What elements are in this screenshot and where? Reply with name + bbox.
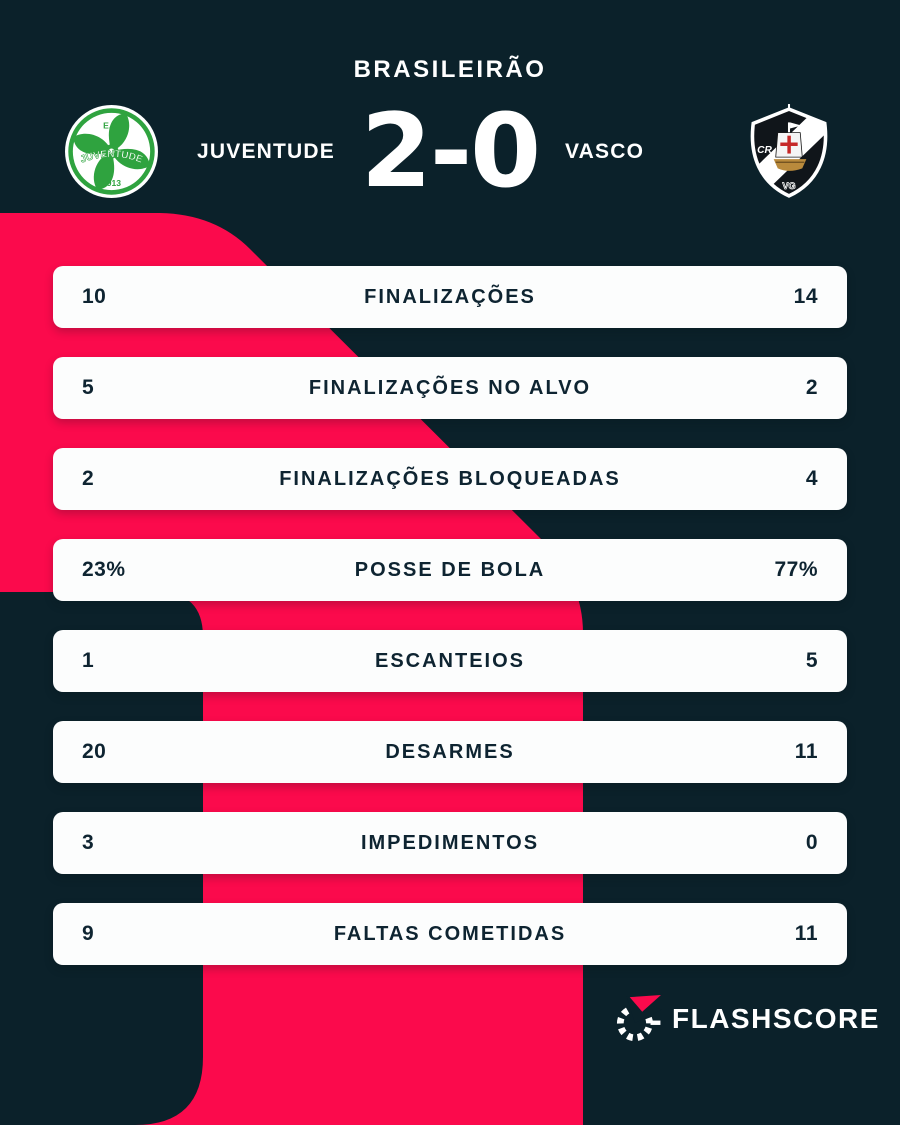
away-team-name: VASCO — [565, 140, 645, 163]
stat-row: 23% POSSE DE BOLA 77% — [53, 539, 847, 601]
vasco-crest: CR VG — [750, 104, 828, 198]
away-stat-value: 2 — [805, 376, 818, 399]
stat-row: 3 IMPEDIMENTOS 0 — [53, 812, 847, 874]
home-stat-value: 9 — [82, 922, 95, 945]
stat-row: 10 FINALIZAÇÕES 14 — [53, 266, 847, 328]
competition-title: BRASILEIRÃO — [353, 56, 547, 83]
stats-list: 10 FINALIZAÇÕES 14 5 FINALIZAÇÕES NO ALV… — [53, 266, 847, 994]
flashscore-flag-icon — [629, 995, 661, 1012]
pinwheel-icon — [73, 113, 150, 190]
stat-label: FINALIZAÇÕES — [364, 285, 536, 308]
away-stat-value: 4 — [805, 467, 818, 490]
home-stat-value: 5 — [82, 376, 95, 399]
stat-row: 1 ESCANTEIOS 5 — [53, 630, 847, 692]
flashscore-spinner-icon — [616, 995, 662, 1042]
stat-row: 2 FINALIZAÇÕES BLOQUEADAS 4 — [53, 448, 847, 510]
crest-text-bottom: 1913 — [102, 178, 121, 188]
stat-label: FINALIZAÇÕES BLOQUEADAS — [279, 467, 621, 490]
crest-ring — [68, 108, 155, 195]
flashscore-logo: FLASHSCORE — [612, 994, 880, 1044]
stat-label: IMPEDIMENTOS — [360, 831, 540, 854]
crest-bottom-monogram: VG — [782, 181, 795, 191]
crest-text-middle: JUVENTUDE — [79, 149, 144, 166]
home-stat-value: 23% — [82, 558, 126, 581]
away-stat-value: 77% — [774, 558, 818, 581]
home-team-name: JUVENTUDE — [197, 140, 335, 163]
stat-label: DESARMES — [385, 740, 515, 763]
stat-label: POSSE DE BOLA — [354, 558, 546, 581]
stat-label: ESCANTEIOS — [374, 649, 526, 672]
away-stat-value: 11 — [794, 922, 818, 945]
match-score: 2-0 — [360, 92, 541, 211]
home-stat-value: 2 — [82, 467, 95, 490]
stat-label: FINALIZAÇÕES NO ALVO — [308, 376, 592, 399]
away-stat-value: 11 — [794, 740, 818, 763]
away-stat-value: 5 — [805, 649, 818, 672]
away-stat-value: 14 — [793, 285, 818, 308]
away-stat-value: 0 — [805, 831, 818, 854]
home-stat-value: 10 — [82, 285, 107, 308]
home-stat-value: 20 — [82, 740, 107, 763]
crest-monogram: CR — [757, 145, 772, 156]
juventude-crest: E.C. JUVENTUDE 1913 — [65, 105, 158, 198]
stat-label: FALTAS COMETIDAS — [333, 922, 567, 945]
flashscore-wordmark: FLASHSCORE — [672, 1003, 880, 1034]
pinwheel-hub-dot — [108, 148, 115, 155]
home-stat-value: 1 — [82, 649, 95, 672]
stat-row: 20 DESARMES 11 — [53, 721, 847, 783]
stat-row: 9 FALTAS COMETIDAS 11 — [53, 903, 847, 965]
caravel-ship-icon — [773, 122, 807, 171]
crest-text-top: E.C. — [103, 120, 120, 130]
stat-row: 5 FINALIZAÇÕES NO ALVO 2 — [53, 357, 847, 419]
home-stat-value: 3 — [82, 831, 95, 854]
